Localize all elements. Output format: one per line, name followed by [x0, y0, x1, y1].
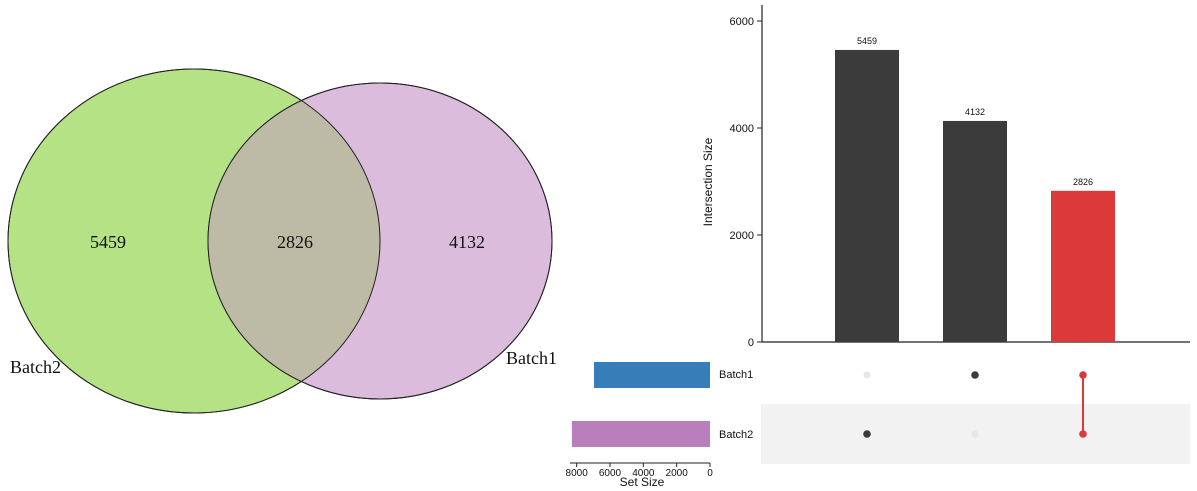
set-size-ticks: 8000 6000 4000 2000 0 [566, 463, 713, 479]
matrix-dots [863, 371, 1087, 438]
matrix-dot-inactive [971, 430, 979, 438]
set-size-panel: 8000 6000 4000 2000 0 Set Size [566, 362, 713, 489]
set-label-batch2: Batch2 [719, 429, 753, 441]
venn-overlap-region [208, 83, 380, 399]
y-tick-label: 6000 [730, 16, 754, 28]
matrix-panel: Batch1 Batch2 [719, 369, 1190, 464]
intersection-bar [835, 49, 899, 342]
y-tick-label: 4000 [730, 123, 754, 135]
matrix-dot-active [1079, 371, 1087, 379]
matrix-dot-inactive [863, 371, 871, 379]
venn-value-batch2-only: 5459 [90, 232, 126, 252]
y-tick-label: 0 [748, 337, 754, 349]
venn-label-batch1: Batch1 [506, 348, 557, 368]
set-size-bar [571, 421, 710, 447]
intersection-size-panel: 0 2000 4000 6000 Intersection Size 5459 4132… [701, 5, 1190, 349]
y-axis-label: Intersection Size [701, 137, 715, 226]
venn-value-batch1-only: 4132 [449, 232, 485, 252]
set-size-tick-label: 2000 [666, 468, 689, 479]
venn-diagram: 5459 2826 4132 Batch2 Batch1 [7, 68, 557, 414]
venn-value-intersection: 2826 [277, 232, 313, 252]
set-size-bars [571, 362, 710, 447]
y-ticks: 0 2000 4000 6000 [730, 16, 762, 349]
venn-outline-batch2 [7, 68, 381, 414]
set-size-label: Set Size [620, 475, 665, 489]
upset-plot: 0 2000 4000 6000 Intersection Size 5459 4132… [566, 5, 1190, 489]
set-label-batch1: Batch1 [719, 369, 753, 381]
y-tick-label: 2000 [730, 230, 754, 242]
set-size-tick-label: 6000 [599, 468, 622, 479]
intersection-bar [1051, 190, 1115, 342]
intersection-bar-label: 5459 [857, 36, 877, 46]
set-size-tick-label: 8000 [566, 468, 589, 479]
venn-label-batch2: Batch2 [10, 357, 61, 377]
set-size-tick-label: 0 [707, 468, 713, 479]
intersection-bars: 5459 4132 2826 [835, 36, 1115, 342]
venn-outline-batch1 [207, 82, 553, 400]
intersection-bar [943, 120, 1007, 342]
intersection-bar-label: 2826 [1073, 177, 1093, 187]
intersection-bar-label: 4132 [965, 107, 985, 117]
set-size-tick-label: 4000 [632, 468, 655, 479]
matrix-dot-active [863, 430, 871, 438]
set-size-bar [594, 362, 710, 388]
matrix-dot-active [1079, 430, 1087, 438]
matrix-dot-active [971, 371, 979, 379]
